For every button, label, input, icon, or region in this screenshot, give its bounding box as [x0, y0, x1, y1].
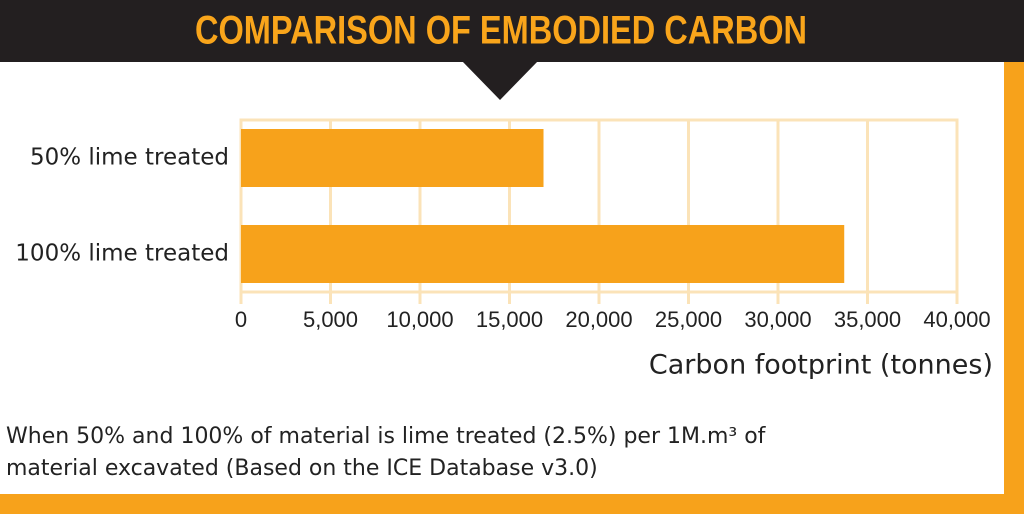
y-tick-label: 50% lime treated [30, 145, 229, 171]
x-axis-label: Carbon footprint (tonnes) [649, 350, 993, 381]
x-tick-label: 20,000 [565, 307, 632, 332]
footnote: material excavated (Based on the ICE Dat… [6, 456, 598, 481]
x-tick-label: 15,000 [476, 307, 543, 332]
bar [241, 225, 845, 283]
header-pointer [462, 61, 538, 100]
y-tick-label: 100% lime treated [15, 241, 229, 267]
header-band [0, 0, 1024, 62]
x-tick-label: 0 [235, 307, 247, 332]
x-tick-label: 5,000 [303, 307, 358, 332]
chart-title: COMPARISON OF EMBODIED CARBON [195, 9, 807, 53]
frame-right [1004, 62, 1024, 514]
frame-bottom [0, 494, 1024, 514]
footnote: When 50% and 100% of material is lime tr… [6, 424, 767, 449]
x-tick-label: 10,000 [386, 307, 453, 332]
x-tick-label: 40,000 [923, 307, 990, 332]
x-tick-label: 35,000 [834, 307, 901, 332]
x-tick-label: 30,000 [744, 307, 811, 332]
x-tick-label: 25,000 [655, 307, 722, 332]
bar [241, 129, 544, 187]
